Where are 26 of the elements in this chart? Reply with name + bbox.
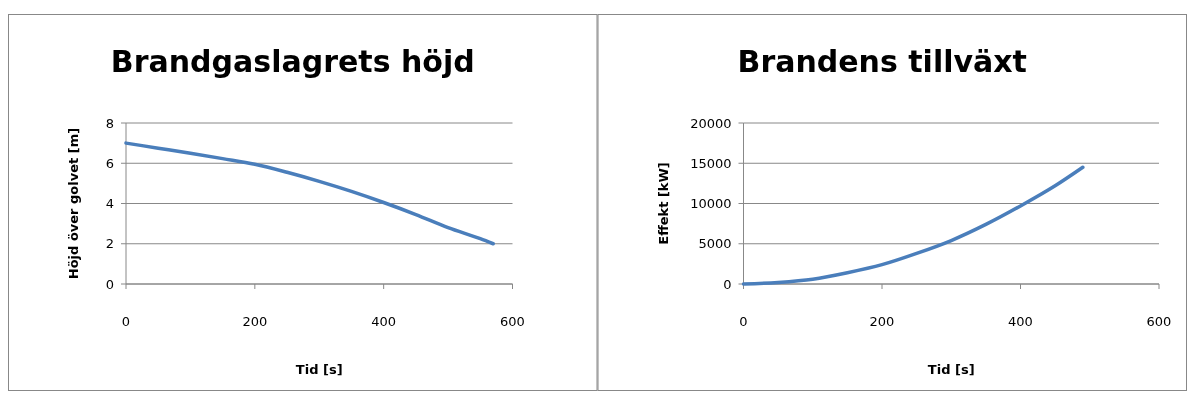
y-tick-label: 20000: [690, 115, 732, 131]
x-axis-title: Tid [s]: [927, 362, 975, 377]
x-tick-label: 200: [869, 314, 895, 329]
line-series: [124, 141, 495, 246]
x-tick-label: 600: [500, 314, 525, 329]
y-tick-label: 5000: [698, 236, 732, 252]
chart-title: Brandgaslagrets höjd: [110, 44, 475, 79]
y-tick-label: 15000: [690, 155, 732, 171]
x-tick-label: 200: [242, 314, 268, 329]
chart-title: Brandens tillväxt: [737, 44, 1027, 79]
line-series: [741, 165, 1085, 286]
x-tick-label: 0: [121, 314, 131, 329]
y-axis-title: Höjd över golvet [m]: [66, 127, 81, 280]
y-tick-label: 10000: [690, 196, 732, 212]
y-tick-label: 0: [105, 276, 114, 292]
y-tick-label: 8: [105, 115, 114, 131]
x-tick-label: 0: [739, 314, 748, 329]
x-tick-label: 600: [1146, 314, 1172, 329]
y-tick-label: 4: [105, 196, 114, 212]
x-tick-label: 400: [371, 314, 397, 329]
y-tick-label: 2: [105, 236, 114, 252]
y-tick-label: 6: [105, 155, 114, 171]
x-axis-title: Tid [s]: [295, 362, 343, 377]
y-axis-title: Effekt [kW]: [655, 162, 671, 245]
y-tick-label: 0: [723, 276, 732, 292]
x-tick-label: 400: [1008, 314, 1033, 329]
